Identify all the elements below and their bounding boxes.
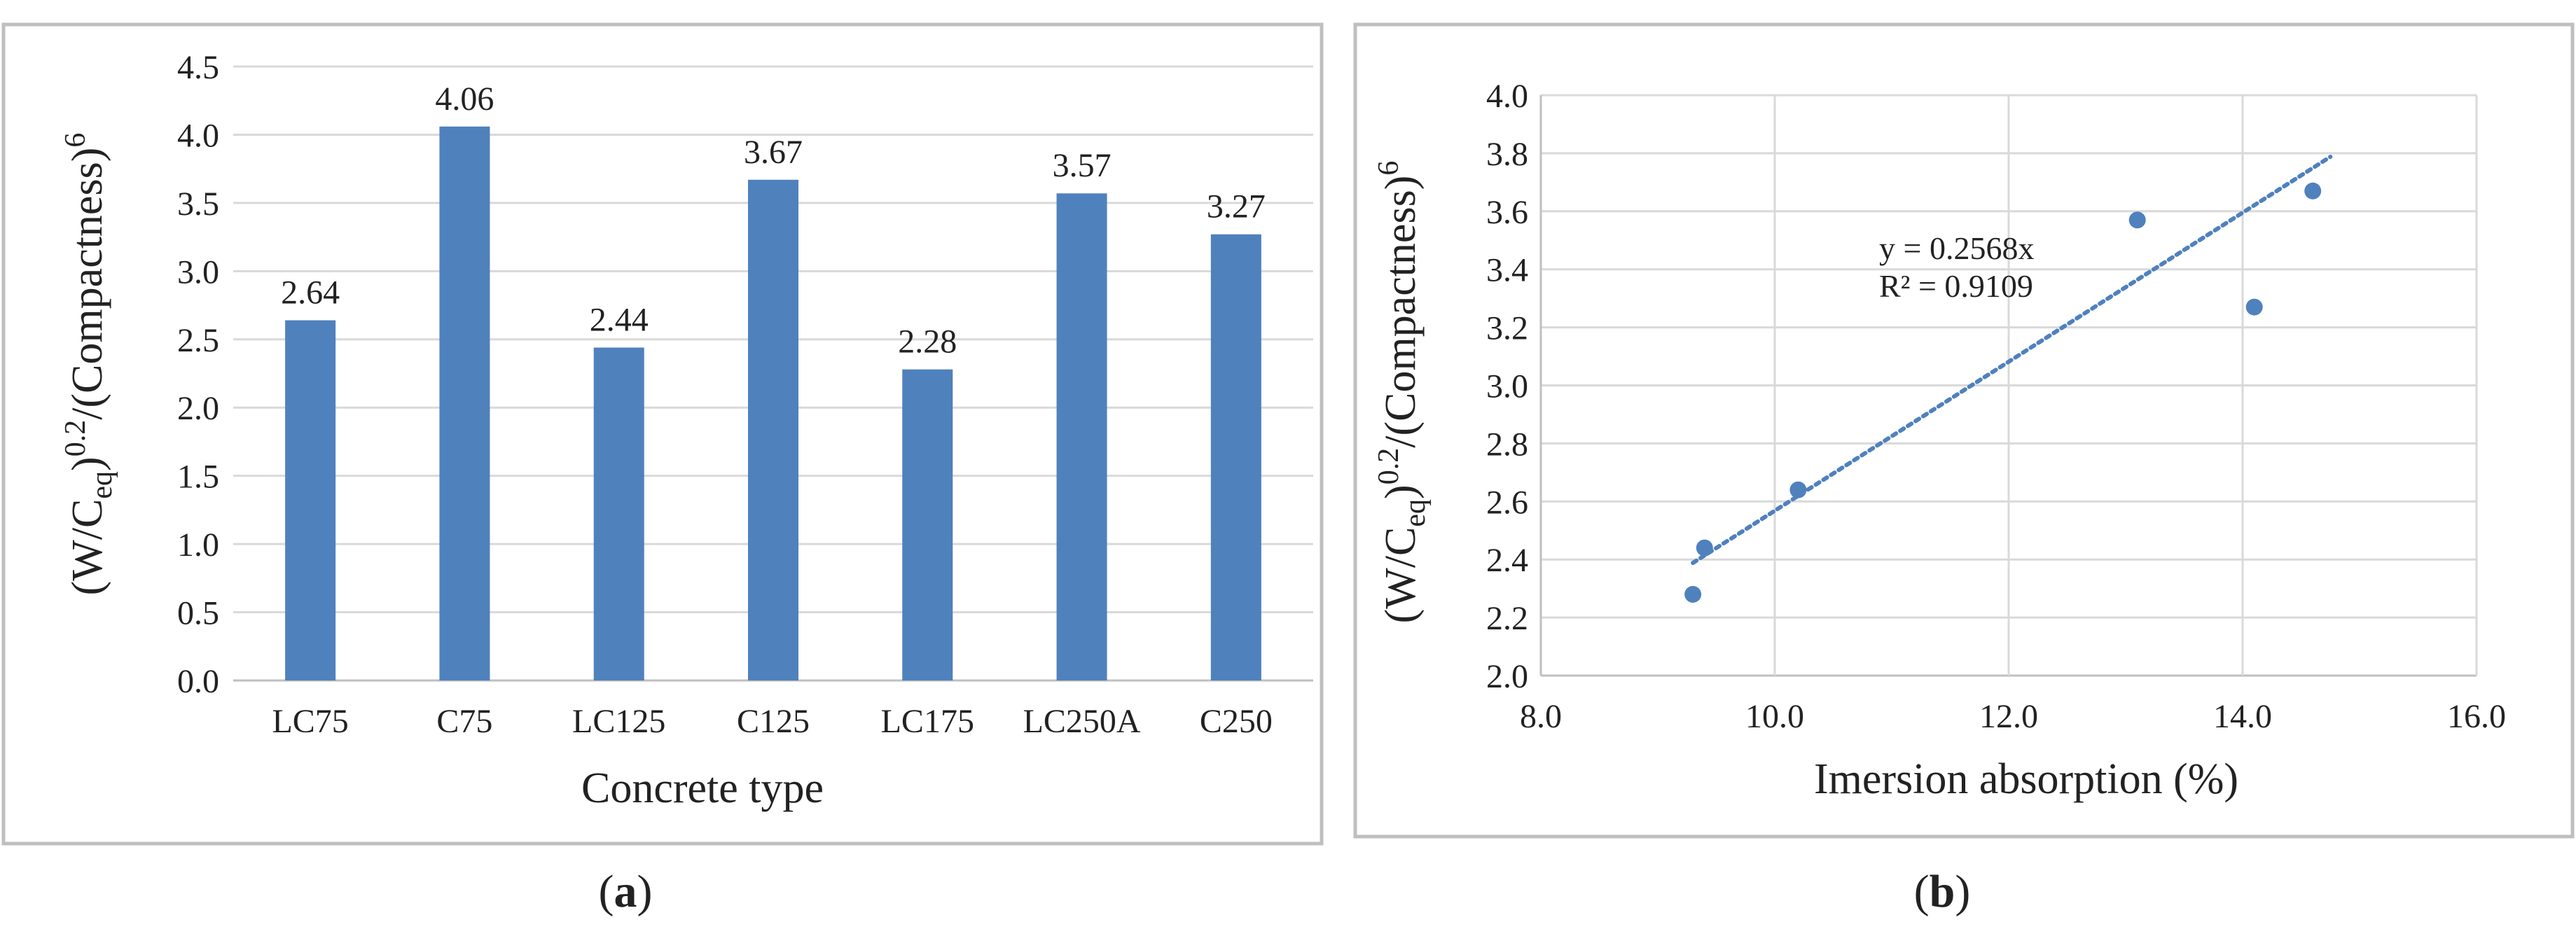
panel-a-bar-chart: 0.00.51.01.52.02.53.03.54.04.5 2.644.062… bbox=[1, 22, 1324, 917]
panel-a-bar bbox=[1056, 193, 1107, 680]
panel-b-gridlines bbox=[1539, 94, 2478, 677]
panel-b-y-tick-label: 3.8 bbox=[1486, 136, 1528, 173]
panel-b-y-tick-label: 3.0 bbox=[1486, 368, 1528, 405]
panel-a-ylabel-part3: /(Compactness) bbox=[64, 148, 111, 420]
panel-b-y-tick-label: 2.2 bbox=[1486, 600, 1528, 637]
panel-a-bar bbox=[902, 369, 953, 680]
panel-a-x-tick-label: LC175 bbox=[881, 703, 974, 740]
panel-b-equation: y = 0.2568x bbox=[1879, 230, 2034, 266]
panel-a-data-label: 2.64 bbox=[281, 274, 340, 311]
panel-a-y-tick-label: 4.5 bbox=[177, 49, 219, 86]
panel-b-r-squared: R² = 0.9109 bbox=[1879, 268, 2033, 304]
panel-a-x-tick-label: C75 bbox=[436, 703, 492, 740]
panel-a-y-tick-label: 1.5 bbox=[177, 459, 219, 496]
panel-a-x-tick-labels: LC75 C75 LC125 C125 LC175 LC250A C250 bbox=[272, 703, 1272, 740]
panel-a-caption-letter: a bbox=[614, 866, 637, 917]
panel-a-y-tick-label: 2.5 bbox=[177, 322, 219, 359]
panel-a-y-tick-label: 2.0 bbox=[177, 390, 219, 427]
panel-b-ylabel-subscript: eq bbox=[1399, 499, 1432, 527]
panel-b-points bbox=[1684, 182, 2322, 603]
panel-a-bar bbox=[285, 320, 336, 680]
panel-a-y-tick-labels: 0.0 0.5 1.0 1.5 2.0 2.5 3.0 3.5 4.0 4.5 bbox=[177, 49, 219, 700]
panel-b-ylabel-superscript2: 6 bbox=[1373, 161, 1405, 176]
panel-a-ylabel-superscript1: 0.2 bbox=[60, 420, 92, 457]
panel-a-ylabel-subscript: eq bbox=[86, 471, 118, 499]
panel-a-x-axis-title: Concrete type bbox=[581, 764, 824, 812]
panel-b-y-tick-label: 3.2 bbox=[1486, 310, 1528, 347]
panel-a-x-tick-label: LC125 bbox=[572, 703, 665, 740]
panel-b-y-tick-label: 3.4 bbox=[1486, 252, 1528, 289]
panel-a-y-tick-label: 4.0 bbox=[177, 117, 219, 154]
panel-a-data-label: 3.27 bbox=[1207, 188, 1266, 225]
panel-a-ylabel-superscript2: 6 bbox=[60, 133, 92, 148]
panel-a-data-label: 2.28 bbox=[898, 323, 957, 361]
panel-a-bar bbox=[593, 347, 644, 680]
panel-b-ylabel-part2: ) bbox=[1377, 484, 1425, 499]
panel-b-point bbox=[2304, 182, 2322, 200]
panel-b-y-tick-label: 2.4 bbox=[1486, 542, 1528, 579]
panel-b-frame bbox=[1353, 22, 2575, 839]
panel-b-y-tick-label: 4.0 bbox=[1486, 78, 1528, 115]
panel-a-data-label: 3.67 bbox=[744, 134, 803, 171]
panel-b-y-tick-label: 3.6 bbox=[1486, 194, 1528, 231]
panel-a-x-tick-label: C250 bbox=[1200, 703, 1273, 740]
panel-b-ylabel-part3: /(Compactness) bbox=[1377, 176, 1425, 448]
panel-a-bar bbox=[748, 179, 798, 680]
panel-b-y-tick-label: 2.0 bbox=[1486, 658, 1528, 695]
panel-a-y-tick-label: 0.0 bbox=[177, 663, 219, 700]
panel-b-scatter-chart: 2.0 2.2 2.4 2.6 2.8 3.0 3.2 3.4 3.6 3.8 4.0 8.0 10.… bbox=[1353, 22, 2575, 917]
panel-b-x-tick-label: 8.0 bbox=[1520, 698, 1562, 735]
panel-b-x-tick-label: 14.0 bbox=[2213, 698, 2272, 735]
panel-b-caption: (b) bbox=[1914, 866, 1971, 917]
panel-a-x-tick-label: C125 bbox=[737, 703, 810, 740]
panel-a-data-label: 4.06 bbox=[435, 81, 494, 118]
panel-a-y-tick-label: 0.5 bbox=[177, 595, 219, 632]
panel-a-ylabel-part1: (W/C bbox=[64, 499, 111, 596]
panel-b-point bbox=[2128, 211, 2146, 229]
panel-b-x-axis-title: Imersion absorption (%) bbox=[1814, 755, 2238, 803]
panel-b-x-tick-label: 16.0 bbox=[2447, 698, 2506, 735]
panel-b-y-tick-label: 2.6 bbox=[1486, 484, 1528, 521]
panel-a-bars bbox=[285, 126, 1261, 681]
panel-b-x-tick-label: 12.0 bbox=[1979, 698, 2038, 735]
panel-b-x-tick-label: 10.0 bbox=[1745, 698, 1804, 735]
panel-a-ylabel-part2: ) bbox=[64, 456, 111, 471]
panel-b-caption-letter: b bbox=[1930, 866, 1955, 917]
panel-a-bar bbox=[1210, 234, 1261, 680]
panel-a-y-tick-label: 1.0 bbox=[177, 526, 219, 564]
panel-a-y-tick-label: 3.5 bbox=[177, 186, 219, 223]
panel-b-ylabel-part1: (W/C bbox=[1377, 527, 1425, 624]
panel-b-y-tick-label: 2.8 bbox=[1486, 426, 1528, 463]
panel-b-point bbox=[1789, 481, 1807, 498]
panel-b-point bbox=[1684, 585, 1702, 603]
panel-a-data-label: 3.57 bbox=[1053, 147, 1112, 184]
panel-a-y-tick-label: 3.0 bbox=[177, 253, 219, 291]
panel-b-x-tick-labels: 8.0 10.0 12.0 14.0 16.0 bbox=[1520, 698, 2506, 735]
panel-b-point bbox=[1696, 539, 1713, 557]
panel-a-gridlines bbox=[233, 65, 1313, 682]
panel-a-caption: (a) bbox=[599, 866, 653, 917]
panel-a-x-tick-label: LC75 bbox=[272, 703, 348, 740]
panel-b-point bbox=[2245, 298, 2263, 316]
panel-a-y-axis-title: (W/Ceq)0.2/(Compactness)6 bbox=[60, 133, 118, 596]
panel-a-bar bbox=[439, 126, 490, 681]
panel-a-x-tick-label: LC250A bbox=[1023, 703, 1141, 740]
panel-b-y-tick-labels: 2.0 2.2 2.4 2.6 2.8 3.0 3.2 3.4 3.6 3.8 4.0 bbox=[1486, 78, 1528, 695]
panel-b-ylabel-superscript1: 0.2 bbox=[1373, 448, 1405, 485]
panel-b-y-axis-title: (W/Ceq)0.2/(Compactness)6 bbox=[1373, 161, 1432, 624]
panel-a-data-labels: 2.64 4.06 2.44 3.67 2.28 3.57 3.27 bbox=[281, 81, 1266, 361]
panel-a-data-label: 2.44 bbox=[590, 301, 649, 338]
